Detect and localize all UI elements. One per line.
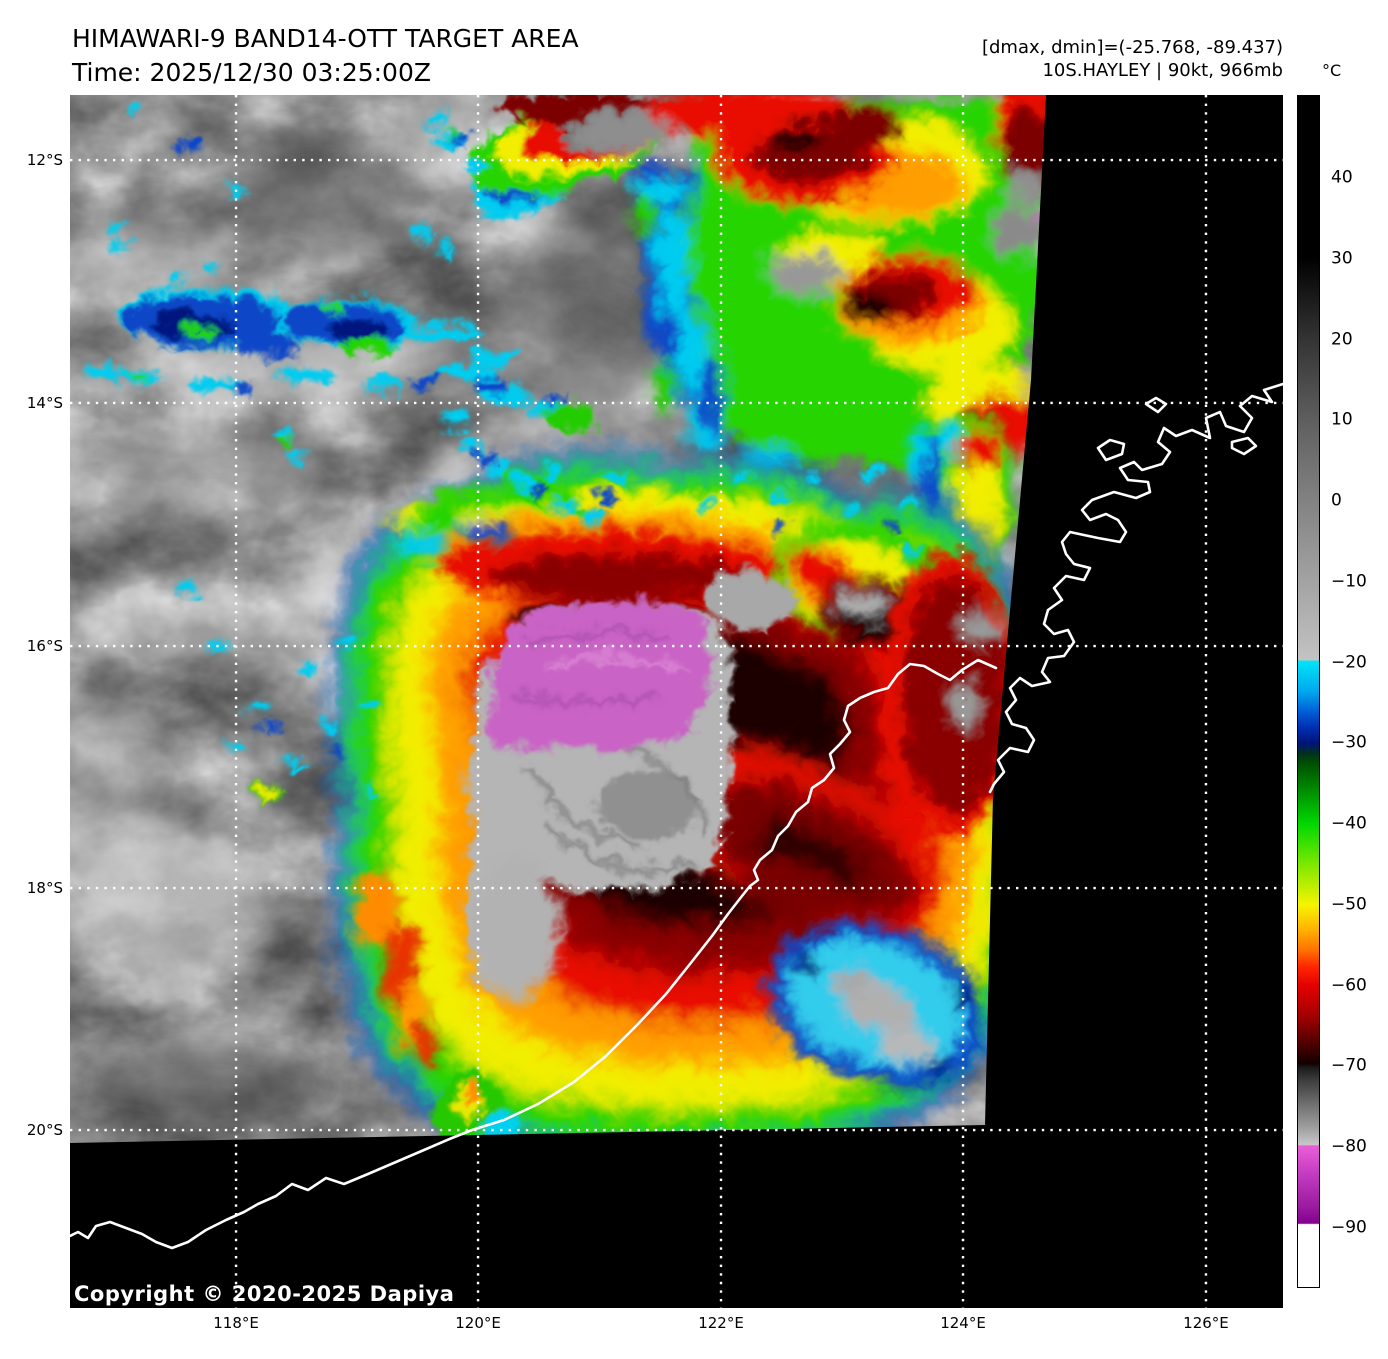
storm-info: 10S.HAYLEY | 90kt, 966mb [1042, 60, 1283, 81]
cyclone-cdo-magenta [478, 594, 708, 746]
colorbar-tick-label: −90 [1331, 1217, 1367, 1238]
colorbar-unit-label: °C [1322, 61, 1342, 80]
colorbar-tick-label: −60 [1331, 975, 1367, 996]
header-readouts: [dmax, dmin]=(-25.768, -89.437) 10S.HAYL… [700, 36, 1283, 82]
colorbar-tick-label: −70 [1331, 1056, 1367, 1077]
colorbar-tick-label: −80 [1331, 1136, 1367, 1157]
lat-tick-label: 16°S [26, 637, 63, 656]
lat-tick-label: 18°S [26, 879, 63, 898]
colorbar-tick-label: 10 [1331, 409, 1353, 430]
copyright-watermark: Copyright © 2020-2025 Dapiya [74, 1282, 455, 1306]
product-title: HIMAWARI-9 BAND14-OTT TARGET AREA [72, 24, 579, 53]
lon-tick-label: 118°E [213, 1314, 259, 1332]
satellite-ir-image [70, 95, 1283, 1308]
dmax-dmin-readout: [dmax, dmin]=(-25.768, -89.437) [981, 37, 1283, 58]
lon-tick-label: 126°E [1183, 1314, 1229, 1332]
product-time: Time: 2025/12/30 03:25:00Z [72, 58, 431, 87]
lon-tick-label: 120°E [455, 1314, 501, 1332]
colorbar-tick-label: 0 [1331, 490, 1342, 511]
convective-mass-northeast [562, 95, 1070, 469]
colorbar-tick-label: −40 [1331, 813, 1367, 834]
no-data-mask [70, 95, 1283, 1308]
coastline [70, 382, 1283, 1250]
colorbar-tick-label: 30 [1331, 248, 1353, 269]
colorbar-tick-label: 40 [1331, 167, 1353, 188]
colorbar-tick-label: −30 [1331, 732, 1367, 753]
colorbar-tick-label: −20 [1331, 652, 1367, 673]
colorbar-tick-label: −10 [1331, 571, 1367, 592]
colorbar-gradient [1297, 95, 1320, 1288]
lat-tick-label: 12°S [26, 151, 63, 170]
cold-cloud-tops-layer [77, 95, 1070, 1159]
lat-tick-label: 20°S [26, 1121, 63, 1140]
cold-speckles [77, 95, 914, 796]
lon-tick-label: 124°E [940, 1314, 986, 1332]
lon-tick-label: 122°E [698, 1314, 744, 1332]
colorbar-tick-label: 20 [1331, 329, 1353, 350]
cyan-cloud-shield-southeast [764, 916, 980, 1084]
colorbar-tick-label: −50 [1331, 894, 1367, 915]
lat-tick-label: 14°S [26, 393, 63, 412]
